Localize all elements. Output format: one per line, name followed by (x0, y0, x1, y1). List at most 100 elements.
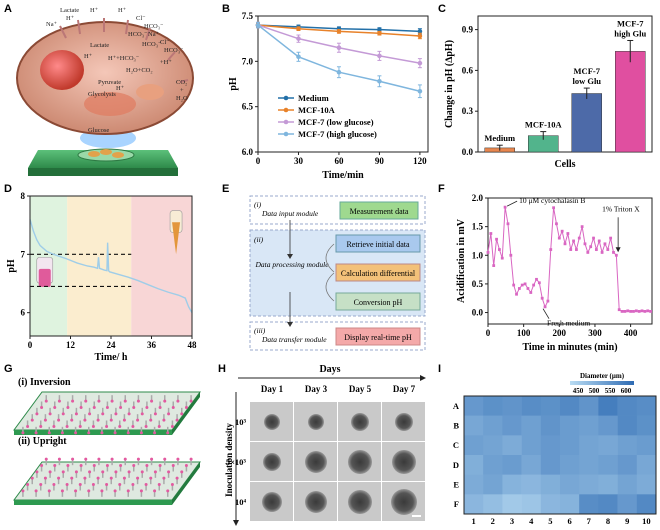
heatmap-cell (521, 474, 542, 495)
data-point (495, 237, 498, 241)
drop (21, 431, 25, 435)
heatmap-cell (598, 415, 618, 436)
drop (166, 489, 170, 493)
data-point (594, 248, 598, 251)
x-tick-label: 120 (413, 156, 427, 166)
data-point (614, 253, 618, 257)
colorbar-tick: 600 (621, 387, 632, 395)
data-point (336, 69, 342, 75)
data-point (506, 222, 510, 226)
data-point (540, 296, 544, 300)
col-label: 5 (548, 516, 552, 526)
y-tick-label: 0.0 (462, 147, 474, 157)
drop (105, 464, 109, 467)
box-calculation-differential (335, 263, 421, 282)
heatmap-cell (636, 455, 657, 475)
drop (153, 489, 157, 493)
data-point (646, 309, 650, 313)
heatmap-cell (483, 474, 503, 495)
col-label: 1 (471, 516, 475, 526)
drop (149, 418, 153, 422)
drop (144, 483, 148, 486)
legend-label: Medium (298, 93, 329, 103)
drop (74, 489, 78, 493)
days-axis-title: Days (319, 364, 340, 375)
data-point (637, 310, 641, 313)
drop (43, 476, 47, 480)
y-tick-label: 7 (21, 249, 26, 259)
drop (79, 406, 83, 409)
drop (105, 483, 109, 486)
data-point (377, 27, 382, 32)
sensor-dot (112, 152, 124, 158)
heatmap-cell (560, 494, 580, 515)
ion-label: Pyruvate (98, 79, 121, 86)
heatmap-cell (540, 435, 561, 456)
heatmap-cell (579, 396, 599, 416)
plate-side (172, 462, 200, 505)
data-point (377, 30, 382, 36)
data-point (537, 281, 541, 285)
x-tick-label: 0 (486, 328, 491, 338)
heatmap-cell (636, 494, 657, 515)
heatmap-cell (617, 415, 638, 436)
drop (131, 425, 135, 428)
heatmap-cell (636, 396, 657, 416)
spheroid (263, 453, 281, 471)
drop (149, 476, 153, 480)
panel-e-label: E (222, 183, 229, 195)
drop (83, 418, 87, 422)
drop (167, 470, 171, 474)
data-point (489, 232, 493, 235)
data-point (255, 22, 261, 28)
heatmap-cell (540, 474, 561, 495)
plate-upright (13, 457, 201, 505)
legend-label: MCF-7 (high glucose) (298, 129, 377, 139)
y-axis-label: Acidification in mV (456, 218, 467, 303)
heatmap-cell (502, 455, 522, 475)
day-label: Day 7 (393, 384, 416, 394)
drop (163, 399, 167, 403)
heatmap-cell (579, 455, 599, 475)
data-point (498, 248, 501, 251)
drop (171, 464, 175, 467)
heatmap-cell (636, 474, 657, 495)
y-axis-label: pH (228, 77, 239, 91)
data-point (617, 308, 621, 312)
bar-label: MCF-7 (574, 66, 601, 76)
data-point (526, 287, 530, 290)
drop (48, 470, 52, 474)
data-point (503, 205, 507, 209)
drop (113, 431, 117, 435)
drop (52, 425, 56, 428)
panel-a-label: A (4, 3, 12, 15)
ph-trace (29, 219, 193, 314)
drop (34, 431, 38, 435)
bar-label: MCF-7 (617, 18, 644, 28)
heatmap-cell (617, 494, 638, 515)
x-tick-label: 30 (294, 156, 304, 166)
drop (140, 470, 144, 474)
row-label: B (453, 421, 459, 431)
drop (123, 457, 127, 461)
view-label-inversion: (i) Inversion (18, 377, 71, 388)
heatmap-cell (617, 435, 638, 456)
data-point (546, 299, 550, 303)
density-axis-title: Inoculation density (224, 423, 234, 497)
legend-marker (283, 107, 289, 113)
heatmap-cell (502, 396, 522, 416)
spheroid (392, 450, 416, 474)
colorbar-title: Diameter (μm) (580, 372, 625, 380)
ion-label: HCO₃⁻ (142, 41, 162, 48)
drop (114, 412, 118, 416)
drop (171, 406, 175, 409)
legend-marker (283, 131, 289, 137)
vial-liquid (172, 222, 181, 255)
drop (84, 399, 88, 403)
drop (21, 489, 25, 493)
drop (91, 425, 95, 428)
data-point (566, 232, 570, 235)
ion-label: H⁺ (90, 7, 99, 14)
data-point (543, 305, 547, 309)
data-point (523, 282, 527, 286)
